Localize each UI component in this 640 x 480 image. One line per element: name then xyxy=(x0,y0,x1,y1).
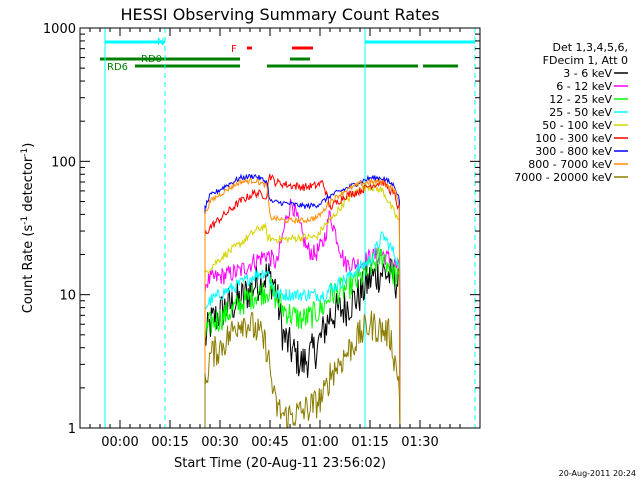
x-axis-label: Start Time (20-Aug-11 23:56:02) xyxy=(174,456,386,471)
series-line-3 xyxy=(204,246,401,429)
series-line-1 xyxy=(204,258,401,429)
flag-bars xyxy=(100,40,475,68)
x-tick-label: 00:30 xyxy=(201,435,238,450)
legend-entry-label: 25 - 50 keV xyxy=(549,106,612,119)
x-tick-label: 00:15 xyxy=(151,435,188,450)
chart-title: HESSI Observing Summary Count Rates xyxy=(120,5,439,24)
legend-header-line-1: Det 1,3,4,5,6, xyxy=(552,41,628,54)
axes: 00:00 00:15 00:30 00:45 01:00 01:15 01:30 1 10 10… xyxy=(43,22,481,450)
series-line-7 xyxy=(204,173,401,429)
data-series xyxy=(204,173,401,429)
legend-entry-label: 800 - 7000 keV xyxy=(528,158,612,171)
legend: Det 1,3,4,5,6, FDecim 1, Att 0 3 - 6 keV… xyxy=(514,41,628,184)
y-tick-label: 100 xyxy=(51,155,76,170)
plot-frame xyxy=(79,27,481,429)
legend-header-line-2: FDecim 1, Att 0 xyxy=(543,54,628,67)
flag-label-rd6: RD6 xyxy=(107,62,128,73)
x-tick-label: 00:00 xyxy=(101,435,138,450)
legend-entry-label: 100 - 300 keV xyxy=(535,132,612,145)
series-line-9 xyxy=(204,310,401,429)
x-tick-label: 01:30 xyxy=(401,435,438,450)
series-line-4 xyxy=(204,231,401,429)
x-tick-label: 01:15 xyxy=(351,435,388,450)
legend-entry-label: 300 - 800 keV xyxy=(535,145,612,158)
flag-label-f: F xyxy=(231,44,237,55)
y-tick-label: 1 xyxy=(68,422,76,437)
flag-label-rd0: RD0 xyxy=(141,54,162,65)
series-line-6 xyxy=(204,173,401,429)
legend-entry-label: 7000 - 20000 keV xyxy=(514,171,612,184)
x-tick-label: 00:45 xyxy=(251,435,288,450)
y-axis-label: Count Rate (s-1 detector-1) xyxy=(20,143,36,314)
x-tick-label: 01:00 xyxy=(301,435,338,450)
legend-entry-label: 12 - 25 keV xyxy=(549,93,612,106)
vertical-markers xyxy=(104,28,476,428)
y-tick-label: 1000 xyxy=(43,22,76,37)
series-line-8 xyxy=(204,177,401,429)
flag-label-n: N xyxy=(157,37,164,48)
legend-entry-label: 50 - 100 keV xyxy=(542,119,612,132)
footer-timestamp: 20-Aug-2011 20:24 xyxy=(559,469,636,478)
legend-entry-label: 6 - 12 keV xyxy=(556,80,612,93)
series-line-5 xyxy=(204,182,401,429)
y-tick-label: 10 xyxy=(59,289,76,304)
legend-entry-label: 3 - 6 keV xyxy=(563,67,612,80)
